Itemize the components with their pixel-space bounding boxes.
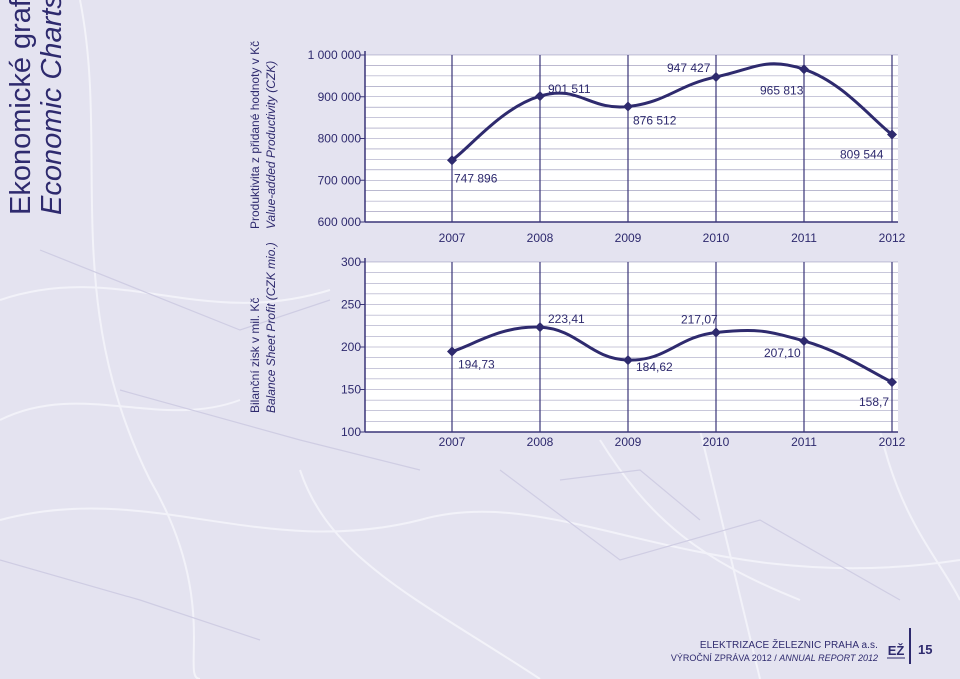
logo-text: EŽ xyxy=(888,643,905,658)
footer: ELEKTRIZACE ŽELEZNIC PRAHA a.s. VÝROČNÍ … xyxy=(671,640,878,664)
y-tick-label: 100 xyxy=(341,425,361,439)
y-tick-label: 200 xyxy=(341,340,361,354)
data-point-marker xyxy=(447,155,457,166)
report-name: VÝROČNÍ ZPRÁVA 2012 / ANNUAL REPORT 2012 xyxy=(671,652,878,664)
data-point-marker xyxy=(711,71,721,82)
page-number: 15 xyxy=(918,642,933,657)
x-tick-label: 2008 xyxy=(527,435,554,449)
x-tick-label: 2012 xyxy=(879,435,906,449)
productivity-chart-svg: 600 000 700 000 800 000 900 000 1 000 000 200… xyxy=(308,48,906,245)
x-tick-label: 2008 xyxy=(527,231,554,245)
y-tick-label: 900 000 xyxy=(318,90,362,104)
data-point-marker xyxy=(447,346,457,357)
data-point-marker xyxy=(711,327,721,338)
x-tick-label: 2010 xyxy=(703,231,730,245)
data-point-marker xyxy=(887,377,897,388)
company-logo: EŽ xyxy=(884,638,908,662)
x-tick-label: 2011 xyxy=(791,231,817,245)
data-label: 223,41 xyxy=(548,312,585,326)
x-tick-label: 2011 xyxy=(791,435,817,449)
footer-divider xyxy=(909,628,911,664)
data-point-marker xyxy=(887,129,897,140)
data-label: 194,73 xyxy=(458,357,495,371)
y-tick-label: 300 xyxy=(341,255,361,269)
data-label: 158,7 xyxy=(859,395,889,409)
company-name: ELEKTRIZACE ŽELEZNIC PRAHA a.s. xyxy=(699,640,878,651)
x-tick-label: 2007 xyxy=(439,231,466,245)
productivity-chart: 600 000 700 000 800 000 900 000 1 000 000 200… xyxy=(0,0,960,260)
data-label: 809 544 xyxy=(840,148,884,162)
x-tick-label: 2012 xyxy=(879,231,906,245)
data-label: 876 512 xyxy=(633,114,677,128)
data-label: 901 511 xyxy=(548,82,591,96)
y-tick-label: 700 000 xyxy=(318,173,362,187)
x-tick-label: 2007 xyxy=(439,435,466,449)
data-label: 184,62 xyxy=(636,360,673,374)
x-tick-label: 2010 xyxy=(703,435,730,449)
y-tick-label: 150 xyxy=(341,383,361,397)
y-tick-label: 800 000 xyxy=(318,132,362,146)
series-line xyxy=(451,325,893,384)
data-point-marker xyxy=(799,64,809,75)
data-label: 965 813 xyxy=(760,83,804,97)
y-tick-label: 250 xyxy=(341,298,361,312)
data-point-marker xyxy=(799,335,809,346)
data-point-marker xyxy=(535,322,545,333)
profit-chart: 100 150 200 250 300 2007 2008 2009 2010 2011 2012 1… xyxy=(341,255,906,449)
x-tick-label: 2009 xyxy=(615,435,642,449)
series-line xyxy=(451,62,893,162)
data-point-marker xyxy=(623,101,633,112)
report-name-en: ANNUAL REPORT 2012 xyxy=(779,653,878,663)
x-tick-label: 2009 xyxy=(615,231,642,245)
data-point-marker xyxy=(623,355,633,366)
y-tick-label: 600 000 xyxy=(318,215,362,229)
data-point-marker xyxy=(535,91,545,102)
data-label: 947 427 xyxy=(667,61,711,75)
y-tick-label: 1 000 000 xyxy=(308,48,362,62)
data-label: 747 896 xyxy=(454,171,498,185)
data-label: 217,07 xyxy=(681,312,718,326)
data-label: 207,10 xyxy=(764,346,801,360)
report-name-cz: VÝROČNÍ ZPRÁVA 2012 / xyxy=(670,653,777,663)
profit-chart-svg: 100 150 200 250 300 2007 2008 2009 2010 2011 2012 1… xyxy=(341,255,906,449)
